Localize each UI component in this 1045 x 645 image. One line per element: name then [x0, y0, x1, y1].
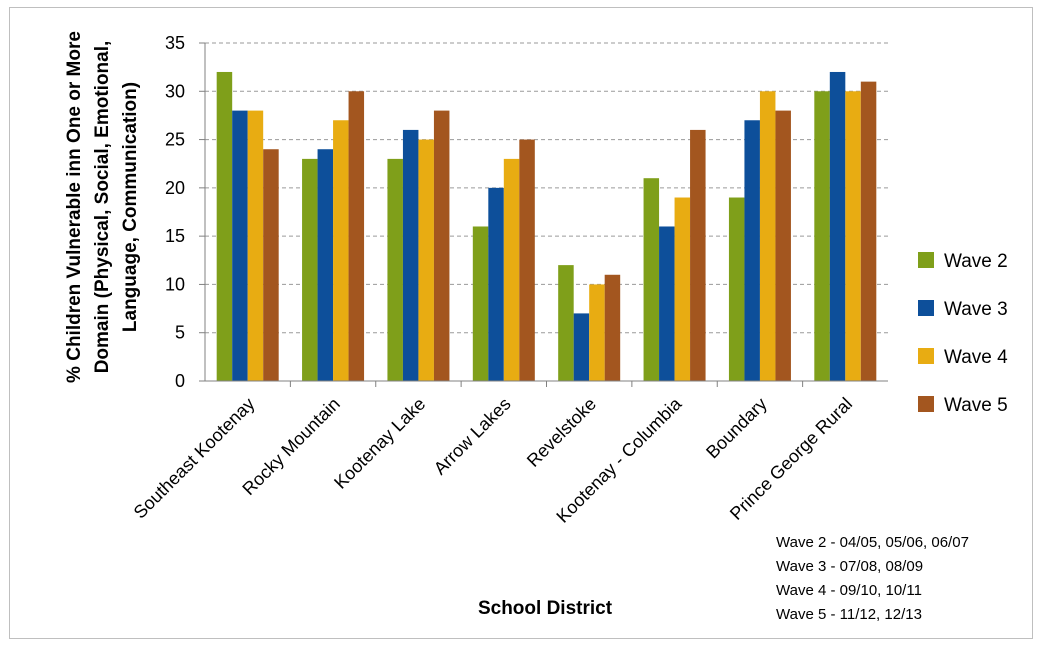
- bar-wave-4: [674, 197, 691, 381]
- y-tick-label: 20: [165, 178, 185, 198]
- bar-wave-5: [690, 129, 706, 381]
- legend-label: Wave 2: [944, 251, 1008, 272]
- bar-wave-4: [247, 110, 264, 381]
- chart-frame: 0 5 10 15 20 25 30 35 Southeast Kootenay Rocky M…: [9, 7, 1033, 639]
- bar-wave-4: [333, 120, 349, 381]
- y-axis-title-line: Language, Communication): [120, 82, 141, 332]
- legend: Wave 2 Wave 3 Wave 4 Wave 5: [918, 251, 1008, 416]
- legend-label: Wave 5: [944, 395, 1008, 416]
- bar-wave-5: [433, 110, 450, 381]
- x-tick-label: Kootenay Lake: [330, 394, 429, 493]
- wave-note: Wave 4 - 09/10, 10/11: [776, 582, 922, 599]
- bar-wave-5: [604, 274, 621, 381]
- x-tick-label: Revelstoke: [523, 394, 600, 471]
- legend-swatch: [918, 396, 934, 412]
- bar-wave-2: [216, 71, 233, 381]
- y-tick-label: 30: [165, 81, 185, 101]
- bar-wave-4: [503, 158, 520, 381]
- legend-swatch: [918, 300, 934, 316]
- y-tick-label: 5: [175, 323, 185, 343]
- wave-note: Wave 3 - 07/08, 08/09: [776, 558, 923, 575]
- bar-wave-3: [829, 71, 846, 381]
- bar-wave-3: [402, 129, 419, 381]
- bar-wave-3: [573, 313, 590, 381]
- y-axis-title: % Children Vulnerable inn One or More Dom…: [64, 31, 141, 383]
- bar-wave-4: [845, 91, 861, 382]
- x-tick-label: Boundary: [702, 394, 771, 463]
- wave-notes: Wave 2 - 04/05, 05/06, 06/07 Wave 3 - 07/…: [776, 534, 969, 623]
- bar-wave-3: [317, 149, 334, 381]
- bar-wave-3: [232, 110, 248, 381]
- bar-wave-2: [558, 265, 574, 381]
- bar-wave-3: [488, 187, 504, 381]
- x-axis-title: School District: [478, 598, 613, 619]
- bar-wave-2: [643, 178, 660, 381]
- bar-wave-2: [814, 91, 830, 382]
- bar-wave-4: [589, 284, 605, 381]
- y-tick-label: 35: [165, 33, 185, 53]
- bar-wave-2: [387, 158, 403, 381]
- y-axis-title-line: Domain (Physical, Social, Emotional,: [92, 41, 113, 374]
- bar-wave-2: [728, 197, 745, 381]
- y-axis-title-line: % Children Vulnerable inn One or More: [64, 31, 85, 383]
- bars: [216, 71, 877, 382]
- wave-note: Wave 5 - 11/12, 12/13: [776, 606, 922, 623]
- y-tick-label: 15: [165, 226, 185, 246]
- legend-swatch: [918, 252, 934, 268]
- bar-wave-5: [860, 81, 877, 381]
- legend-swatch: [918, 348, 934, 364]
- bar-wave-3: [744, 120, 760, 381]
- y-tick-labels: 0 5 10 15 20 25 30 35: [165, 33, 185, 391]
- bar-wave-2: [472, 226, 489, 381]
- x-tick-label: Arrow Lakes: [430, 394, 515, 479]
- legend-label: Wave 3: [944, 299, 1008, 320]
- legend-label: Wave 4: [944, 347, 1008, 368]
- y-tick-label: 0: [175, 371, 185, 391]
- bar-wave-3: [659, 226, 675, 381]
- x-tick-label: Southeast Kootenay: [130, 394, 259, 523]
- bar-wave-5: [519, 139, 535, 381]
- wave-note: Wave 2 - 04/05, 05/06, 06/07: [776, 534, 969, 551]
- bar-wave-4: [759, 91, 776, 382]
- axes: [199, 42, 888, 387]
- y-tick-label: 25: [165, 130, 185, 150]
- bar-wave-2: [302, 158, 318, 381]
- bar-wave-5: [348, 91, 365, 382]
- bar-wave-5: [775, 110, 791, 381]
- bar-wave-5: [263, 149, 279, 381]
- bar-wave-4: [418, 139, 434, 381]
- y-tick-label: 10: [165, 274, 185, 294]
